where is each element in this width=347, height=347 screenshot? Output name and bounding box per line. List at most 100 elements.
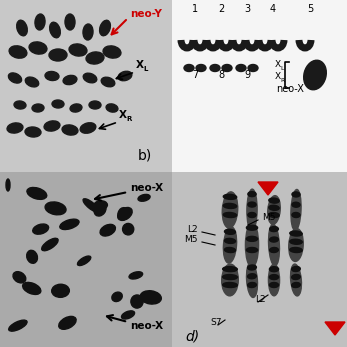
Ellipse shape (6, 179, 10, 191)
Ellipse shape (52, 284, 69, 297)
Ellipse shape (269, 205, 279, 210)
Ellipse shape (25, 127, 41, 137)
Text: 4: 4 (270, 4, 276, 14)
Ellipse shape (140, 291, 161, 304)
Ellipse shape (50, 22, 60, 38)
Ellipse shape (70, 104, 82, 112)
Ellipse shape (59, 316, 76, 329)
Ellipse shape (290, 231, 302, 236)
Text: 9: 9 (244, 70, 250, 80)
Ellipse shape (246, 247, 257, 253)
Ellipse shape (292, 212, 300, 218)
Text: X: X (275, 72, 281, 81)
Ellipse shape (118, 71, 132, 81)
Text: neo-X: neo-X (130, 183, 163, 193)
Ellipse shape (290, 264, 302, 296)
Ellipse shape (42, 238, 58, 251)
Ellipse shape (100, 20, 110, 36)
Ellipse shape (223, 194, 237, 200)
Text: X: X (136, 60, 144, 70)
Ellipse shape (292, 202, 300, 207)
Ellipse shape (225, 238, 236, 244)
Ellipse shape (27, 250, 37, 263)
Ellipse shape (269, 267, 279, 272)
Text: L: L (143, 66, 147, 72)
Ellipse shape (255, 41, 259, 47)
Ellipse shape (269, 264, 280, 296)
Text: 3: 3 (244, 4, 250, 14)
Ellipse shape (246, 263, 257, 297)
Ellipse shape (94, 201, 108, 210)
Ellipse shape (269, 274, 279, 280)
Ellipse shape (83, 199, 99, 212)
Text: 1: 1 (192, 4, 198, 14)
Ellipse shape (219, 41, 223, 47)
Ellipse shape (80, 123, 96, 133)
Ellipse shape (258, 41, 262, 47)
Ellipse shape (292, 274, 300, 280)
Ellipse shape (33, 224, 49, 234)
Text: X: X (119, 110, 127, 120)
Text: 8: 8 (218, 70, 224, 80)
Text: M5: M5 (185, 235, 198, 244)
Ellipse shape (246, 236, 257, 242)
Ellipse shape (232, 41, 236, 47)
Ellipse shape (9, 320, 27, 331)
Ellipse shape (289, 229, 303, 261)
Ellipse shape (129, 272, 143, 279)
Ellipse shape (270, 247, 278, 253)
Ellipse shape (223, 274, 237, 280)
Ellipse shape (216, 41, 220, 47)
Ellipse shape (7, 123, 23, 133)
Ellipse shape (83, 73, 97, 83)
Text: L2: L2 (187, 225, 198, 234)
Text: b): b) (138, 148, 152, 162)
Ellipse shape (138, 194, 150, 201)
Polygon shape (325, 322, 345, 335)
Ellipse shape (83, 24, 93, 40)
Ellipse shape (210, 65, 220, 71)
Ellipse shape (298, 41, 302, 47)
Ellipse shape (225, 229, 236, 234)
Ellipse shape (245, 41, 249, 47)
Ellipse shape (196, 65, 206, 71)
Ellipse shape (121, 311, 135, 319)
Ellipse shape (118, 208, 128, 220)
Ellipse shape (103, 46, 121, 58)
Ellipse shape (62, 125, 78, 135)
Ellipse shape (180, 41, 184, 47)
Ellipse shape (222, 65, 232, 71)
Ellipse shape (248, 274, 256, 279)
Ellipse shape (29, 42, 47, 54)
Ellipse shape (268, 41, 272, 47)
Text: d): d) (185, 329, 199, 343)
Ellipse shape (206, 41, 210, 47)
Ellipse shape (223, 212, 237, 218)
Ellipse shape (281, 41, 285, 47)
Ellipse shape (25, 77, 39, 87)
Ellipse shape (270, 227, 278, 231)
Ellipse shape (248, 65, 258, 71)
Text: 5: 5 (307, 4, 313, 14)
FancyBboxPatch shape (172, 0, 347, 172)
Ellipse shape (290, 247, 302, 253)
Ellipse shape (269, 224, 279, 266)
Ellipse shape (223, 282, 237, 288)
Text: neo-X: neo-X (276, 84, 304, 94)
Ellipse shape (86, 52, 104, 64)
Ellipse shape (269, 212, 279, 218)
Ellipse shape (190, 41, 194, 47)
Ellipse shape (35, 14, 45, 30)
Ellipse shape (269, 198, 279, 203)
Ellipse shape (94, 203, 106, 216)
Text: neo-Y: neo-Y (130, 9, 162, 19)
Ellipse shape (292, 192, 300, 197)
Ellipse shape (32, 104, 44, 112)
Ellipse shape (118, 208, 132, 220)
Ellipse shape (60, 219, 79, 229)
Ellipse shape (63, 75, 77, 85)
Ellipse shape (270, 237, 278, 242)
Ellipse shape (49, 49, 67, 61)
Ellipse shape (122, 223, 134, 235)
Ellipse shape (44, 121, 60, 131)
